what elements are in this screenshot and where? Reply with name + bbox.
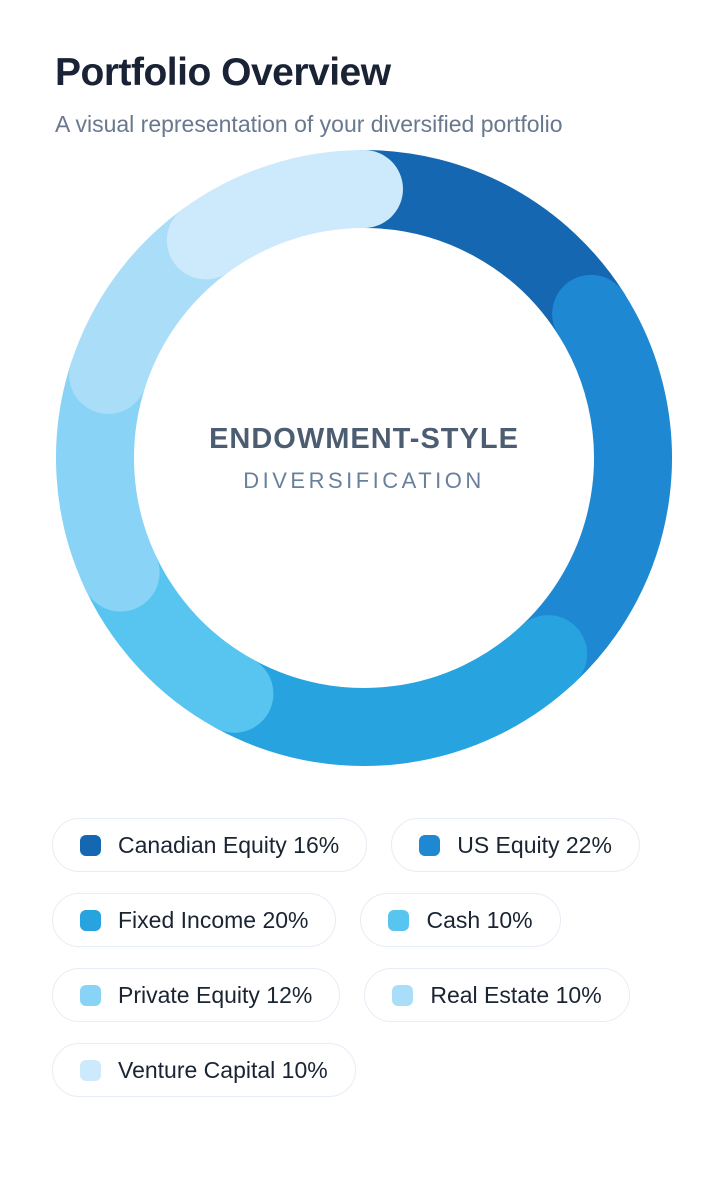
donut-chart-svg	[56, 150, 672, 766]
legend-swatch-icon	[80, 909, 101, 931]
legend-pill-fixed-income: Fixed Income 20%	[52, 893, 337, 947]
legend-swatch-icon	[388, 909, 410, 931]
legend-pill-venture-capital: Venture Capital 10%	[52, 1043, 356, 1097]
legend-pill-cash: Cash 10%	[360, 893, 561, 947]
legend-label: Venture Capital 10%	[118, 1056, 328, 1083]
legend-label: Canadian Equity 16%	[118, 831, 340, 858]
legend-swatch-icon	[419, 834, 441, 856]
page-title: Portfolio Overview	[55, 51, 391, 94]
legend-swatch-icon	[80, 1059, 101, 1081]
page-header: Portfolio Overview A visual representati…	[0, 0, 728, 140]
legend-label: Cash 10%	[426, 906, 533, 933]
donut-chart: ENDOWMENT-STYLE DIVERSIFICATION	[54, 148, 674, 768]
legend-label: Real Estate 10%	[430, 981, 602, 1008]
legend-swatch-icon	[80, 984, 101, 1006]
donut-segment-venture-capital	[166, 150, 403, 280]
legend-label: US Equity 22%	[457, 831, 612, 858]
legend-swatch-icon	[392, 984, 414, 1006]
legend-pill-private-equity: Private Equity 12%	[52, 968, 341, 1022]
donut-segment-fixed-income	[195, 615, 588, 766]
legend-swatch-icon	[80, 834, 101, 856]
legend-pill-us-equity: US Equity 22%	[391, 818, 640, 872]
legend-label: Fixed Income 20%	[118, 906, 309, 933]
chart-legend: Canadian Equity 16% US Equity 22% Fixed In…	[0, 818, 728, 1097]
page-subtitle: A visual representation of your diversif…	[55, 111, 563, 137]
legend-pill-canadian-equity: Canadian Equity 16%	[52, 818, 368, 872]
legend-pill-real-estate: Real Estate 10%	[364, 968, 630, 1022]
legend-label: Private Equity 12%	[118, 981, 313, 1008]
donut-segment-us-equity	[509, 274, 672, 694]
